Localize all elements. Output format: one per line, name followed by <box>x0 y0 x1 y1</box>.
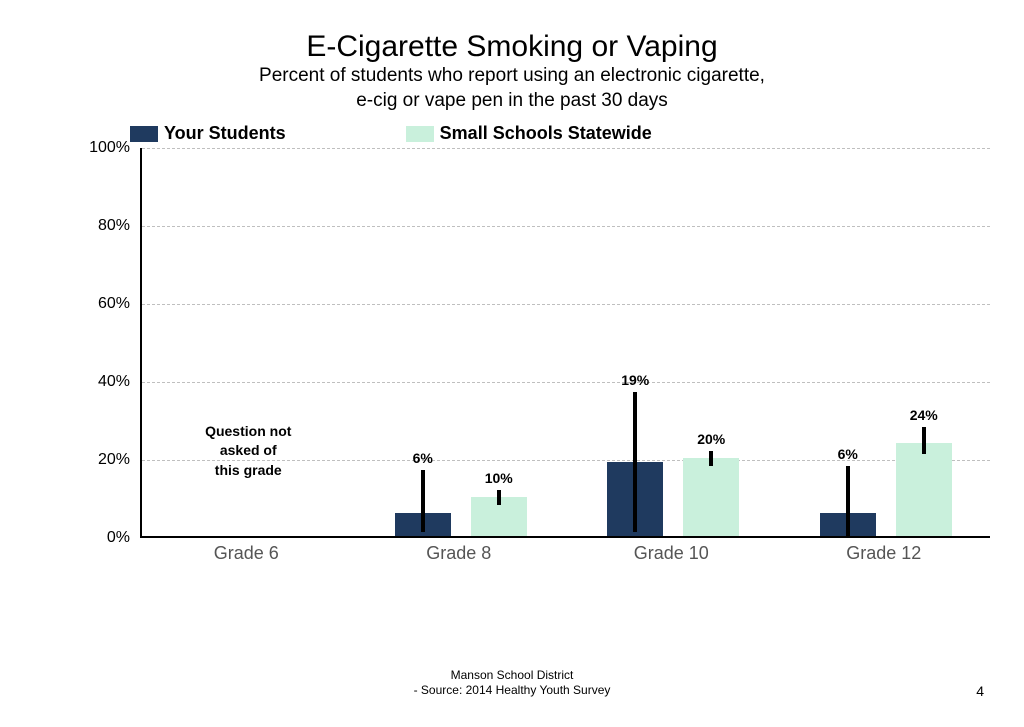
gridline <box>142 226 990 227</box>
legend-label-1: Your Students <box>164 123 286 144</box>
bar-value-label: 24% <box>910 407 938 423</box>
x-axis-label: Grade 8 <box>426 543 491 564</box>
y-axis-tick: 100% <box>70 139 130 157</box>
bar-value-label: 6% <box>838 446 858 462</box>
footer-line-2: - Source: 2014 Healthy Youth Survey <box>0 683 1024 699</box>
gridline <box>142 148 990 149</box>
chart-subtitle-1: Percent of students who report using an … <box>40 64 984 89</box>
bar <box>896 443 952 537</box>
y-axis-tick: 40% <box>70 373 130 391</box>
error-bar <box>709 451 713 467</box>
error-bar <box>846 466 850 536</box>
chart-footer: Manson School District - Source: 2014 He… <box>0 668 1024 699</box>
bar <box>683 458 739 536</box>
y-axis-tick: 60% <box>70 295 130 313</box>
footer-line-1: Manson School District <box>0 668 1024 684</box>
error-bar <box>922 427 926 454</box>
legend-item-2: Small Schools Statewide <box>406 123 652 144</box>
plot-area: Question notasked ofthis grade 6% 10% 19% 20… <box>140 148 990 538</box>
grade-note: Question notasked ofthis grade <box>188 422 308 481</box>
gridline <box>142 382 990 383</box>
page-number: 4 <box>976 683 984 699</box>
gridline <box>142 304 990 305</box>
legend-item-1: Your Students <box>130 123 286 144</box>
y-axis-tick: 0% <box>70 529 130 547</box>
error-bar <box>421 470 425 532</box>
y-axis-tick: 20% <box>70 451 130 469</box>
error-bar <box>633 392 637 532</box>
chart-title: E-Cigarette Smoking or Vaping <box>40 30 984 64</box>
legend-swatch-2 <box>406 126 434 142</box>
legend-label-2: Small Schools Statewide <box>440 123 652 144</box>
legend-swatch-1 <box>130 126 158 142</box>
bar-value-label: 19% <box>621 372 649 388</box>
x-axis-label: Grade 12 <box>846 543 921 564</box>
y-axis-tick: 80% <box>70 217 130 235</box>
bar-value-label: 6% <box>413 450 433 466</box>
chart-subtitle-2: e-cig or vape pen in the past 30 days <box>40 89 984 114</box>
chart-legend: Your Students Small Schools Statewide <box>130 123 984 144</box>
chart-area: 0%20%40%60%80%100% Question notasked oft… <box>70 148 990 568</box>
bar-value-label: 10% <box>485 470 513 486</box>
bar-value-label: 20% <box>697 431 725 447</box>
error-bar <box>497 490 501 506</box>
x-axis-label: Grade 10 <box>634 543 709 564</box>
x-axis-label: Grade 6 <box>214 543 279 564</box>
